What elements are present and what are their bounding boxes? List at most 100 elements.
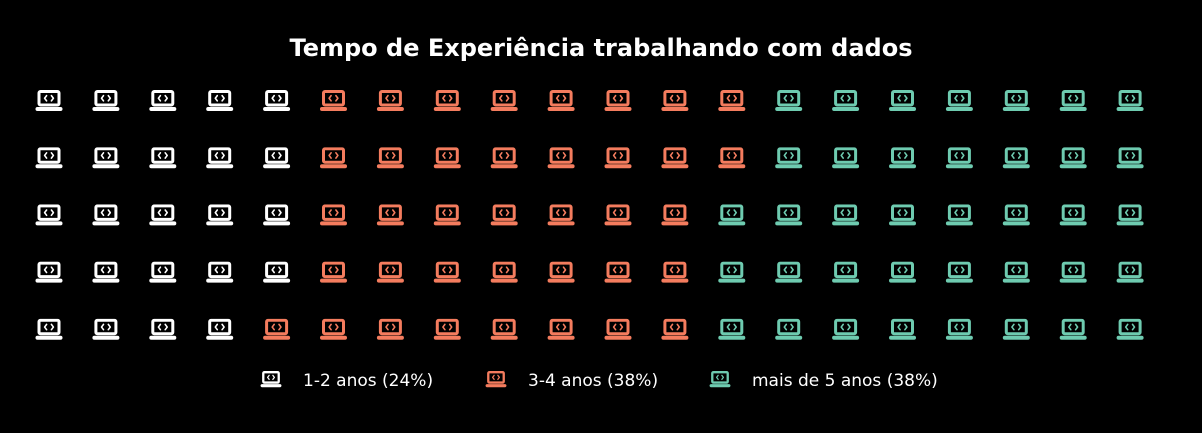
waffle-cell-icon [1116,318,1145,341]
waffle-cell-icon [1116,90,1145,112]
waffle-cell-icon [262,318,291,341]
waffle-cell-icon [831,90,860,112]
legend: 1-2 anos (24%) 3-4 anos (38%) mais de 5 an… [260,371,938,391]
waffle-cell-icon [717,147,746,170]
waffle-cell-icon [1059,90,1088,112]
waffle-cell-icon [205,261,234,284]
icon-grid [35,90,1145,341]
legend-label: 3-4 anos (38%) [528,371,658,391]
waffle-cell-icon [1002,147,1031,170]
waffle-cell-icon [547,147,576,170]
waffle-cell-icon [888,261,917,284]
waffle-cell-icon [433,147,462,170]
waffle-cell-icon [888,318,917,341]
waffle-cell-icon [433,204,462,227]
waffle-cell-icon [774,318,803,341]
waffle-cell-icon [660,318,689,341]
waffle-cell-icon [490,318,519,341]
waffle-cell-icon [717,318,746,341]
waffle-cell-icon [91,318,120,341]
waffle-cell-icon [831,204,860,227]
waffle-cell-icon [319,261,348,284]
waffle-cell-icon [1002,318,1031,341]
waffle-cell-icon [1059,147,1088,170]
waffle-cell-icon [433,318,462,341]
waffle-cell-icon [262,204,291,227]
waffle-cell-icon [945,204,974,227]
waffle-cell-icon [148,204,177,227]
waffle-cell-icon [547,261,576,284]
waffle-cell-icon [831,261,860,284]
waffle-cell-icon [91,204,120,227]
waffle-cell-icon [205,318,234,341]
waffle-cell-icon [376,318,405,341]
chart-title: Tempo de Experiência trabalhando com dad… [290,34,913,62]
waffle-cell-icon [148,147,177,170]
waffle-cell-icon [1116,261,1145,284]
waffle-cell-icon [660,147,689,170]
waffle-cell-icon [1116,204,1145,227]
waffle-cell-icon [91,147,120,170]
waffle-cell-icon [717,204,746,227]
waffle-cell-icon [888,90,917,112]
waffle-cell-icon [604,90,632,112]
waffle-cell-icon [1002,90,1031,112]
waffle-cell-icon [91,261,120,284]
waffle-cell-icon [319,318,348,341]
waffle-cell-icon [319,204,348,227]
legend-icon [709,371,731,388]
waffle-cell-icon [604,318,632,341]
legend-label: 1-2 anos (24%) [303,371,433,391]
waffle-cell-icon [831,147,860,170]
waffle-cell-icon [774,90,803,112]
waffle-cell-icon [831,318,860,341]
waffle-cell-icon [376,204,405,227]
waffle-cell-icon [490,147,519,170]
waffle-cell-icon [888,204,917,227]
waffle-cell-icon [945,261,974,284]
waffle-cell-icon [490,90,519,112]
waffle-cell-icon [1059,204,1088,227]
waffle-cell-icon [1059,261,1088,284]
waffle-cell-icon [262,90,291,112]
waffle-cell-icon [774,261,803,284]
waffle-cell-icon [774,147,803,170]
waffle-cell-icon [945,318,974,341]
waffle-cell-icon [1002,261,1031,284]
waffle-cell-icon [660,90,689,112]
waffle-cell-icon [774,204,803,227]
waffle-cell-icon [148,318,177,341]
waffle-cell-icon [717,90,746,112]
waffle-cell-icon [35,261,63,284]
legend-icon [260,371,282,388]
waffle-cell-icon [148,90,177,112]
waffle-cell-icon [319,147,348,170]
waffle-cell-icon [547,318,576,341]
legend-icon [485,371,507,388]
waffle-cell-icon [376,90,405,112]
waffle-cell-icon [547,90,576,112]
waffle-cell-icon [205,147,234,170]
waffle-cell-icon [91,90,120,112]
waffle-cell-icon [547,204,576,227]
waffle-cell-icon [717,261,746,284]
waffle-cell-icon [319,90,348,112]
waffle-cell-icon [604,261,632,284]
waffle-cell-icon [262,261,291,284]
waffle-cell-icon [660,261,689,284]
waffle-cell-icon [490,204,519,227]
waffle-cell-icon [1002,204,1031,227]
waffle-cell-icon [35,318,63,341]
waffle-cell-icon [604,204,632,227]
waffle-cell-icon [148,261,177,284]
waffle-cell-icon [660,204,689,227]
waffle-cell-icon [35,90,63,112]
waffle-cell-icon [205,204,234,227]
waffle-cell-icon [490,261,519,284]
waffle-cell-icon [945,147,974,170]
waffle-cell-icon [376,147,405,170]
legend-label: mais de 5 anos (38%) [752,371,938,391]
waffle-cell-icon [1059,318,1088,341]
waffle-cell-icon [262,147,291,170]
